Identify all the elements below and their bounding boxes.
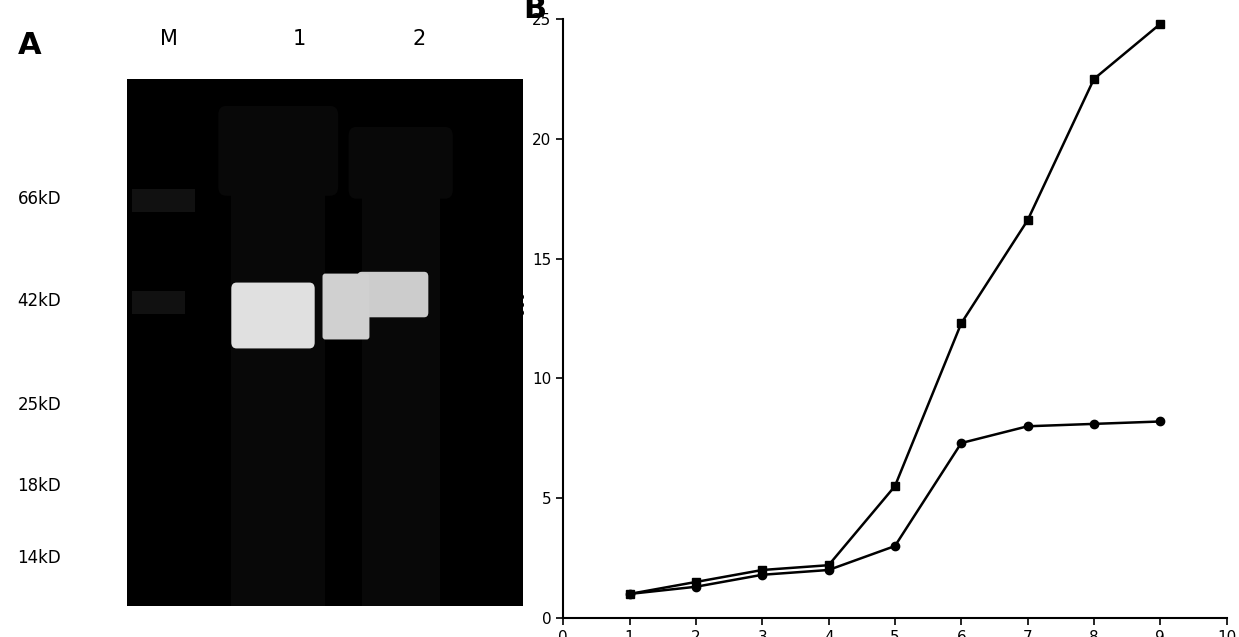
Text: M: M	[160, 29, 177, 49]
Text: 2: 2	[413, 29, 425, 49]
Bar	[362, 193, 440, 271]
Text: 14kD: 14kD	[17, 549, 62, 567]
Text: 66kD: 66kD	[17, 190, 61, 208]
FancyBboxPatch shape	[322, 273, 369, 340]
Text: 42kD: 42kD	[17, 292, 62, 310]
Text: A: A	[17, 31, 41, 60]
Bar	[362, 264, 440, 606]
FancyBboxPatch shape	[218, 106, 338, 196]
Bar	[232, 183, 325, 292]
Y-axis label: OD$_{600}$: OD$_{600}$	[507, 292, 527, 345]
Bar	[133, 291, 186, 313]
FancyBboxPatch shape	[357, 272, 429, 317]
Bar	[232, 283, 325, 606]
FancyBboxPatch shape	[348, 127, 452, 199]
Text: 25kD: 25kD	[17, 396, 62, 414]
Bar	[128, 79, 523, 606]
Text: 18kD: 18kD	[17, 477, 62, 495]
Text: B: B	[523, 0, 546, 24]
Bar	[133, 189, 195, 212]
FancyBboxPatch shape	[232, 283, 315, 348]
Text: 1: 1	[292, 29, 306, 49]
